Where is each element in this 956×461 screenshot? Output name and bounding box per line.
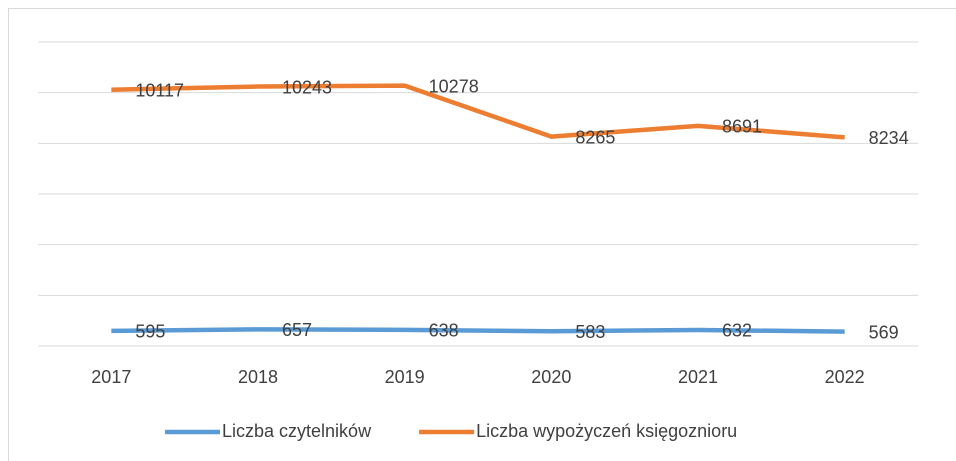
data-label: 8691: [722, 117, 762, 137]
series-line: [111, 327, 845, 334]
data-label: 583: [575, 322, 605, 342]
data-label: 595: [135, 322, 165, 342]
data-label: 8265: [575, 127, 615, 147]
data-label: 632: [722, 321, 752, 341]
data-label: 657: [282, 320, 312, 340]
legend-label: Liczba wypożyczeń księgoznioru: [476, 421, 737, 441]
data-label: 638: [429, 321, 459, 341]
x-tick-label: 2020: [531, 367, 571, 387]
data-label: 10117: [135, 80, 184, 100]
x-tick-label: 2021: [678, 367, 718, 387]
x-tick-label: 2022: [825, 367, 865, 387]
data-label: 8234: [869, 128, 909, 148]
x-tick-label: 2019: [385, 367, 425, 387]
data-label: 10278: [429, 76, 479, 96]
data-label: 10243: [282, 77, 332, 97]
x-tick-label: 2018: [238, 367, 278, 387]
chart-border: [8, 8, 956, 461]
data-label: 569: [869, 322, 899, 342]
series-line: [111, 83, 845, 140]
legend-label: Liczba czytelników: [222, 421, 372, 441]
x-tick-label: 2017: [91, 367, 131, 387]
